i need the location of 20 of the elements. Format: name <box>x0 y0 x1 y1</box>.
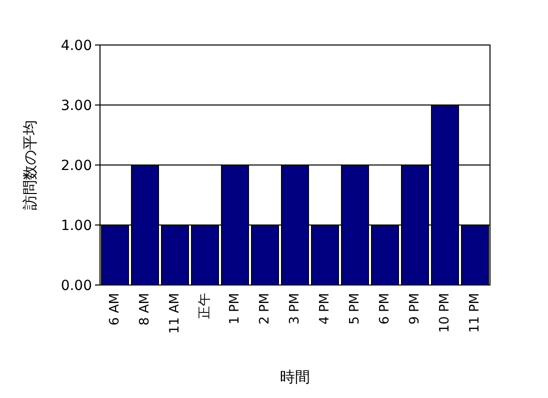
x-tick-label: 5 PM <box>348 293 362 324</box>
x-tick-label: 3 PM <box>288 293 302 324</box>
y-tick-label: 3.00 <box>60 98 92 114</box>
x-tick-label: 6 AM <box>108 293 122 326</box>
y-tick-label: 0.00 <box>60 278 92 294</box>
x-tick-label: 1 PM <box>228 293 242 324</box>
x-tick-label: 9 PM <box>408 293 422 324</box>
y-tick-label: 2.00 <box>60 158 92 174</box>
y-tick-label: 1.00 <box>60 218 92 234</box>
y-tick-label: 4.00 <box>60 38 92 54</box>
x-axis-title: 時間 <box>280 368 310 386</box>
x-tick-label: 8 AM <box>138 293 152 326</box>
x-tick-label: 11 AM <box>168 293 182 334</box>
x-tick-label: 4 PM <box>318 293 332 324</box>
x-tick-label: 10 PM <box>438 293 452 333</box>
x-tick-label: 11 PM <box>468 293 482 333</box>
y-axis-title: 訪問数の平均 <box>21 120 39 210</box>
x-tick-label: 6 PM <box>378 293 392 324</box>
x-tick-label: 2 PM <box>258 293 272 324</box>
x-tick-label: 正午 <box>198 293 212 319</box>
